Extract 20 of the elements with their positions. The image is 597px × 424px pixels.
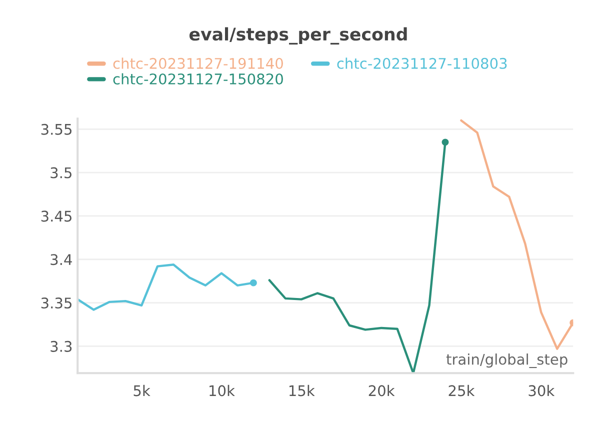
y-tick-label: 3.35 [41,298,72,309]
legend-label: chtc-20231127-150820 [113,73,283,85]
legend-label: chtc-20231127-191140 [113,58,283,69]
y-tick-label: 3.45 [41,210,72,222]
point [442,138,449,146]
y-tick-label: 3.4 [50,254,72,266]
y-tick-label: 3.5 [50,167,72,178]
y-tick-label: 3.3 [50,340,72,352]
point [250,279,257,286]
legend-label: chtc-20231127-110803 [337,58,507,69]
y-tick-label: 3.55 [41,124,72,135]
x-tick-label: 15k [289,384,315,396]
x-axis-title: train/global_step [446,354,568,368]
x-tick-label: 30k [528,384,555,396]
x-tick-label: 10k [210,384,235,396]
x-tick-label: 5k [134,384,150,396]
chart-title: eval/steps_per_second [189,27,407,45]
x-tick-label: 25k [448,384,475,396]
x-tick-label: 20k [368,384,395,396]
line-series [460,119,574,350]
